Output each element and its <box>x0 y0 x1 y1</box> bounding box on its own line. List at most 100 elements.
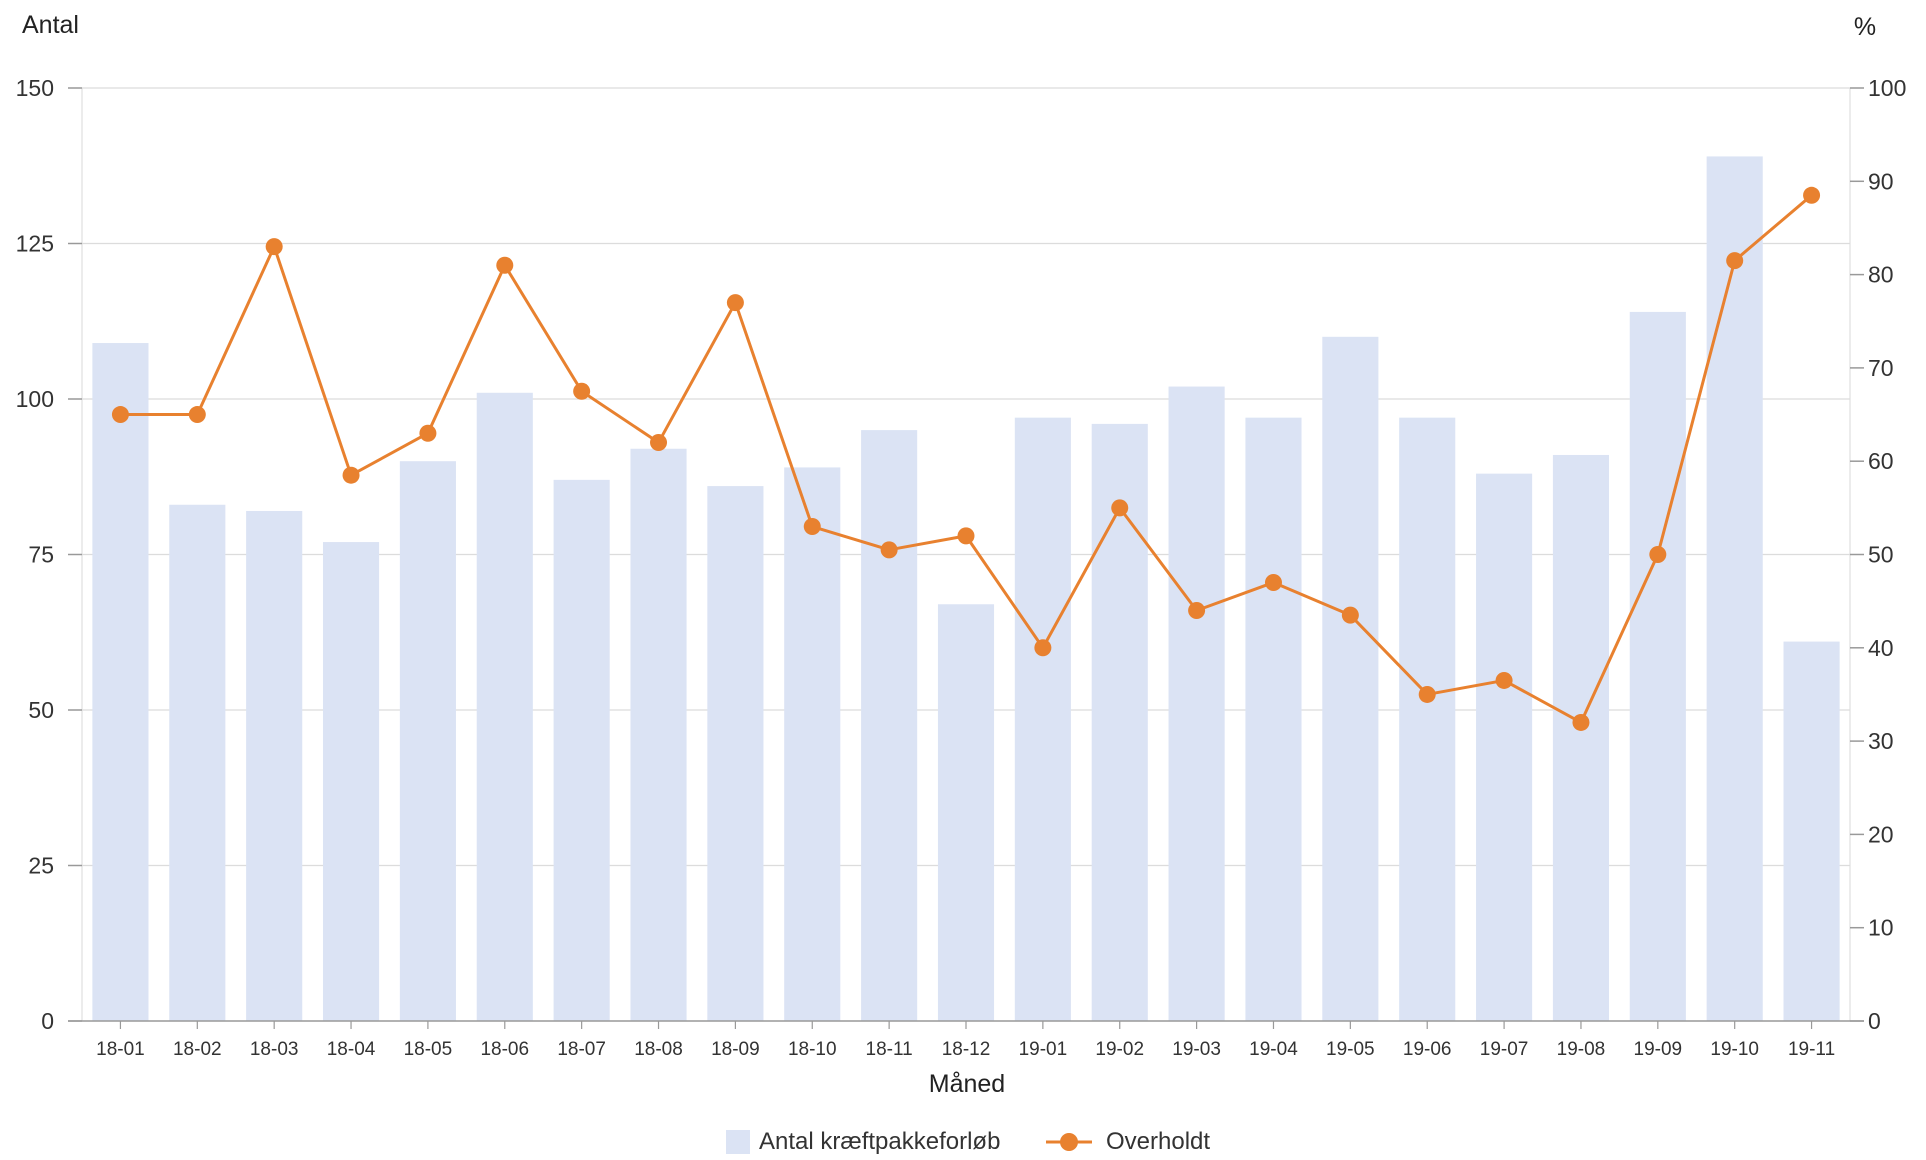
left-axis-title: Antal <box>22 11 79 39</box>
x-axis-tick-label: 19-10 <box>1710 1039 1759 1060</box>
overholdt-point <box>803 518 821 536</box>
overholdt-point <box>496 256 514 274</box>
x-axis-tick-label: 19-08 <box>1557 1039 1606 1060</box>
overholdt-point <box>880 541 898 559</box>
left-axis-tick-label: 75 <box>28 542 54 568</box>
x-axis-tick-label: 19-07 <box>1480 1039 1529 1060</box>
right-axis-tick-label: 30 <box>1868 728 1894 754</box>
x-axis-tick-label: 18-11 <box>866 1039 913 1060</box>
bar <box>476 392 533 1021</box>
overholdt-point <box>1572 713 1590 731</box>
x-axis-tick-label: 18-07 <box>557 1039 606 1060</box>
right-axis-tick-label: 20 <box>1868 821 1894 847</box>
overholdt-point <box>342 466 360 484</box>
overholdt-point <box>1495 671 1513 689</box>
overholdt-point <box>1034 639 1052 657</box>
bar <box>399 461 456 1021</box>
bar <box>92 343 149 1021</box>
overholdt-point <box>726 294 744 312</box>
right-axis-tick-label: 50 <box>1868 542 1894 568</box>
x-axis-tick-label: 18-03 <box>250 1039 299 1060</box>
x-axis-tick-label: 19-01 <box>1019 1039 1068 1060</box>
x-axis-tick-label: 18-04 <box>327 1039 376 1060</box>
x-axis-tick-label: 19-06 <box>1403 1039 1452 1060</box>
overholdt-point <box>1418 685 1436 703</box>
bar <box>1552 454 1610 1022</box>
legend-line-marker <box>1060 1133 1078 1151</box>
bar <box>1399 417 1456 1021</box>
left-axis-tick-label: 0 <box>41 1008 54 1034</box>
overholdt-point <box>188 406 206 424</box>
right-axis-tick-label: 60 <box>1868 448 1894 474</box>
bar <box>707 486 764 1022</box>
x-axis-tick-label: 18-12 <box>942 1039 991 1060</box>
bar <box>1014 417 1071 1021</box>
overholdt-point <box>650 434 668 452</box>
overholdt-point <box>1188 601 1206 619</box>
x-axis-tick-label: 19-04 <box>1249 1039 1298 1060</box>
right-axis-title: % <box>1854 13 1876 41</box>
right-axis-tick-label: 80 <box>1868 262 1894 288</box>
bar <box>861 430 918 1022</box>
x-axis-tick-label: 18-08 <box>634 1039 683 1060</box>
legend-line-label: Overholdt <box>1106 1128 1210 1155</box>
x-axis-tick-label: 18-01 <box>96 1039 145 1060</box>
x-axis-tick-label: 18-06 <box>480 1039 529 1060</box>
left-axis-tick-label: 150 <box>16 75 54 101</box>
legend-bar-label: Antal kræftpakkeforløb <box>759 1128 1000 1155</box>
bar <box>1706 156 1763 1022</box>
bar <box>246 510 303 1021</box>
overholdt-point <box>111 406 129 424</box>
x-axis-tick-label: 19-05 <box>1326 1039 1375 1060</box>
bar <box>553 479 610 1021</box>
left-axis-tick-label: 50 <box>28 697 54 723</box>
right-axis-tick-label: 10 <box>1868 915 1894 941</box>
overholdt-point <box>1341 606 1359 624</box>
label-layer: 0 25 50 75 100 125 150 0 10 20 30 40 50 60 70 80 90 100 18… <box>16 75 1907 1060</box>
overholdt-point <box>1726 252 1744 270</box>
overholdt-point <box>419 424 437 442</box>
right-axis-tick-label: 70 <box>1868 355 1894 381</box>
overholdt-point <box>957 527 975 545</box>
right-axis-tick-label: 40 <box>1868 635 1894 661</box>
bar <box>1629 311 1686 1021</box>
overholdt-point <box>1264 573 1282 591</box>
x-axis-tick-label: 19-11 <box>1788 1039 1835 1060</box>
legend: Antal kræftpakkeforløb Overholdt <box>726 1128 1210 1155</box>
x-axis-tick-label: 19-02 <box>1095 1039 1144 1060</box>
overholdt-point <box>573 382 591 400</box>
x-axis-tick-label: 18-02 <box>173 1039 222 1060</box>
overholdt-point <box>1649 546 1667 563</box>
bar <box>1322 336 1379 1021</box>
line-layer <box>111 186 1821 731</box>
left-axis-tick-label: 25 <box>28 853 54 879</box>
bar <box>784 467 841 1021</box>
bar <box>169 504 226 1021</box>
x-axis-tick-label: 18-05 <box>404 1039 453 1060</box>
right-axis-tick-label: 100 <box>1868 75 1906 101</box>
legend-bar-swatch <box>726 1130 750 1154</box>
left-axis-tick-label: 100 <box>16 386 54 412</box>
bar <box>1168 386 1225 1021</box>
x-axis-tick-label: 18-09 <box>711 1039 760 1060</box>
bar <box>1476 473 1533 1021</box>
bar-layer <box>92 156 1840 1022</box>
bar <box>1783 641 1840 1021</box>
bar <box>937 604 995 1021</box>
x-axis-tick-label: 19-09 <box>1634 1039 1683 1060</box>
overholdt-point <box>265 238 283 256</box>
x-axis-tick-label: 18-10 <box>788 1039 837 1060</box>
axis-layer <box>68 87 1864 1029</box>
bar <box>1245 417 1302 1021</box>
bar <box>1091 423 1148 1021</box>
left-axis-tick-label: 125 <box>16 231 54 257</box>
x-axis-tick-label: 19-03 <box>1172 1039 1221 1060</box>
right-axis-tick-label: 90 <box>1868 168 1894 194</box>
x-axis-title: Måned <box>929 1070 1005 1098</box>
right-axis-tick-label: 0 <box>1868 1008 1881 1034</box>
bar <box>630 448 687 1021</box>
bar <box>322 542 380 1021</box>
overholdt-point <box>1111 499 1129 517</box>
